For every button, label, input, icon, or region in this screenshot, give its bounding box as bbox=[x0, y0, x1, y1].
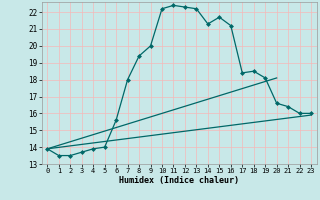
X-axis label: Humidex (Indice chaleur): Humidex (Indice chaleur) bbox=[119, 176, 239, 185]
